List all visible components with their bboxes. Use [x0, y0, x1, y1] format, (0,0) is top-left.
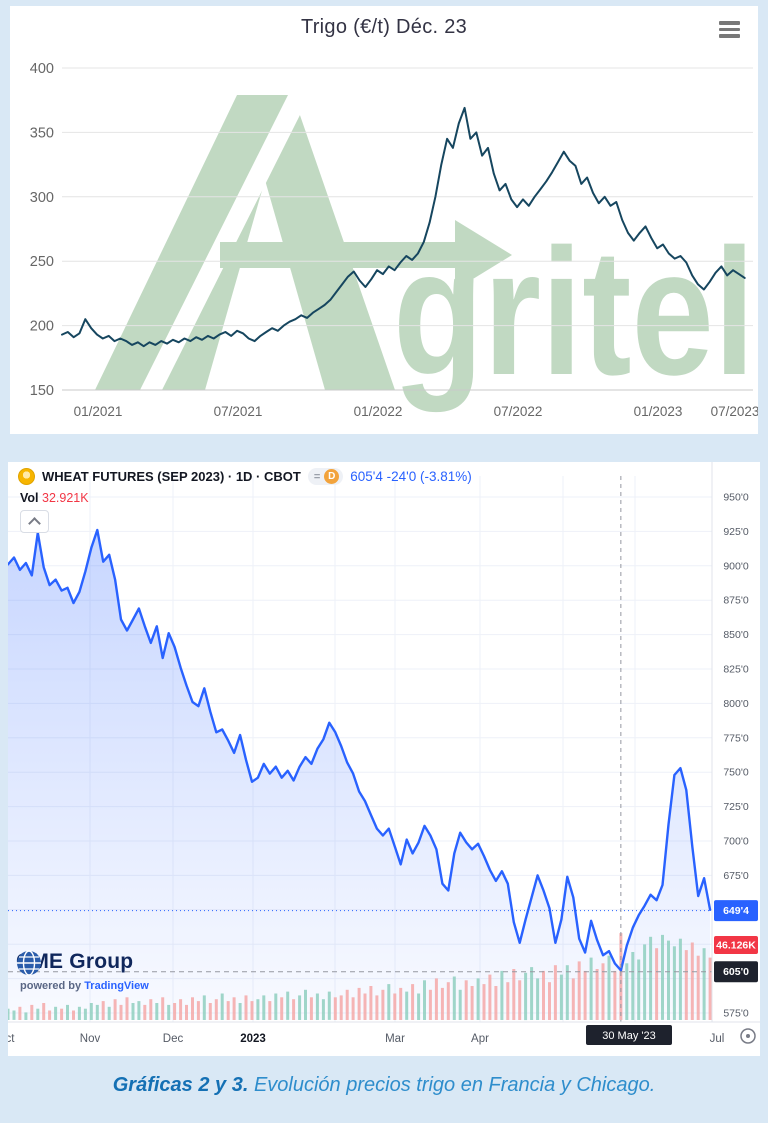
price-scale-label: 775'0 — [723, 732, 749, 744]
time-axis-label: Mar — [385, 1033, 405, 1045]
x-axis-label: 01/2022 — [354, 404, 403, 419]
svg-text:30 May '23: 30 May '23 — [602, 1030, 655, 1042]
price-scale-label: 900'0 — [723, 560, 749, 572]
caption-number: Gráficas 2 y 3. — [112, 1074, 249, 1096]
tradingview-chart-card: 950'0 925'0 900'0 875'0 850'0 825'0 800'0 775'0… — [8, 462, 760, 1056]
price-scale-label: 675'0 — [723, 870, 749, 882]
agritel-chart-card: gritel 400 350 300 250 200 150 01/2021 07/2021 01… — [10, 6, 758, 434]
interval-badge: D — [324, 469, 340, 484]
last-price-and-change: 605'4 -24'0 (-3.81%) — [350, 469, 472, 484]
chart-legend: WHEAT FUTURES (SEP 2023) · 1D · CBOT = D… — [18, 468, 472, 485]
last-price-badge — [714, 900, 758, 922]
figure-caption: Gráficas 2 y 3. Evolución precios trigo … — [0, 1074, 768, 1097]
last-price: 605'4 — [350, 469, 383, 484]
y-axis-label: 150 — [30, 383, 54, 399]
svg-text:605'0: 605'0 — [723, 966, 749, 978]
crosshair-date-badge — [586, 1025, 672, 1045]
collapse-pane-button[interactable] — [20, 510, 49, 533]
x-axis-label: 07/2023 — [711, 404, 758, 419]
cme-group-logo[interactable]: CME Group — [16, 950, 134, 976]
price-scale-label: 875'0 — [723, 595, 749, 607]
y-axis-label: 200 — [30, 319, 54, 335]
crosshair-volume-badge — [714, 936, 758, 954]
price-scale-label: 925'0 — [723, 526, 749, 538]
interval-selector[interactable]: = D — [307, 468, 344, 485]
x-axis-label: 01/2021 — [74, 404, 123, 419]
price-scale-label: 950'0 — [723, 492, 749, 504]
wheat-symbol-icon — [18, 468, 35, 485]
volume-bars — [8, 933, 712, 1021]
price-scale-label: 850'0 — [723, 629, 749, 641]
globe-icon — [17, 950, 41, 976]
y-axis-label: 250 — [30, 254, 54, 270]
time-axis-label: Apr — [471, 1033, 489, 1045]
futures-price-line — [8, 528, 712, 972]
gear-icon[interactable] — [740, 1028, 756, 1044]
price-scale-label: 750'0 — [723, 767, 749, 779]
svg-text:gritel: gritel — [393, 212, 755, 413]
caption-text: Evolución precios trigo en Francia y Chi… — [253, 1074, 656, 1096]
volume-value: 32.921K — [42, 491, 89, 505]
svg-text:46.126K: 46.126K — [716, 940, 756, 952]
svg-text:649'4: 649'4 — [723, 905, 749, 917]
x-axis-label: 07/2021 — [214, 404, 263, 419]
price-scale-label: 825'0 — [723, 664, 749, 676]
x-axis-label: 01/2023 — [634, 404, 683, 419]
price-scale-label: 700'0 — [723, 836, 749, 848]
arrow-head-icon — [455, 220, 512, 290]
chevron-up-icon — [28, 517, 41, 530]
symbol-title[interactable]: WHEAT FUTURES (SEP 2023) · 1D · CBOT — [42, 469, 301, 484]
time-axis-label: Dec — [163, 1033, 184, 1045]
time-axis-label: ct — [8, 1033, 15, 1045]
volume-label: Vol — [20, 491, 39, 505]
cme-brand-text: CME Group — [16, 950, 134, 973]
wheat-futures-chart[interactable]: 950'0 925'0 900'0 875'0 850'0 825'0 800'0 775'0… — [8, 462, 760, 1056]
powered-by-tradingview[interactable]: powered by TradingView — [20, 980, 149, 992]
price-scale-label: 725'0 — [723, 801, 749, 813]
time-axis-label: 2023 — [240, 1033, 266, 1045]
area-fill — [8, 530, 711, 1020]
volume-legend: Vol 32.921K — [20, 491, 89, 505]
crosshair-price-badge — [714, 961, 758, 983]
price-scale[interactable] — [712, 462, 760, 1022]
matif-price-line — [61, 106, 746, 348]
time-axis-label: Jul — [710, 1033, 725, 1045]
compare-icon: = — [313, 470, 321, 483]
price-scale-label: 800'0 — [723, 698, 749, 710]
y-axis-label: 400 — [30, 61, 54, 77]
price-change: -24'0 (-3.81%) — [386, 469, 472, 484]
y-axis-label: 350 — [30, 125, 54, 141]
hamburger-menu-icon[interactable] — [719, 21, 740, 41]
y-axis-label: 300 — [30, 190, 54, 206]
price-scale-label: 575'0 — [723, 1008, 749, 1020]
agritel-price-chart[interactable]: gritel 400 350 300 250 200 150 01/2021 07/2021 01… — [10, 6, 758, 430]
agritel-watermark: gritel — [95, 95, 755, 413]
chart-title: Trigo (€/t) Déc. 23 — [300, 16, 468, 38]
x-axis-label: 07/2022 — [494, 404, 543, 419]
time-axis-label: Nov — [80, 1033, 101, 1045]
